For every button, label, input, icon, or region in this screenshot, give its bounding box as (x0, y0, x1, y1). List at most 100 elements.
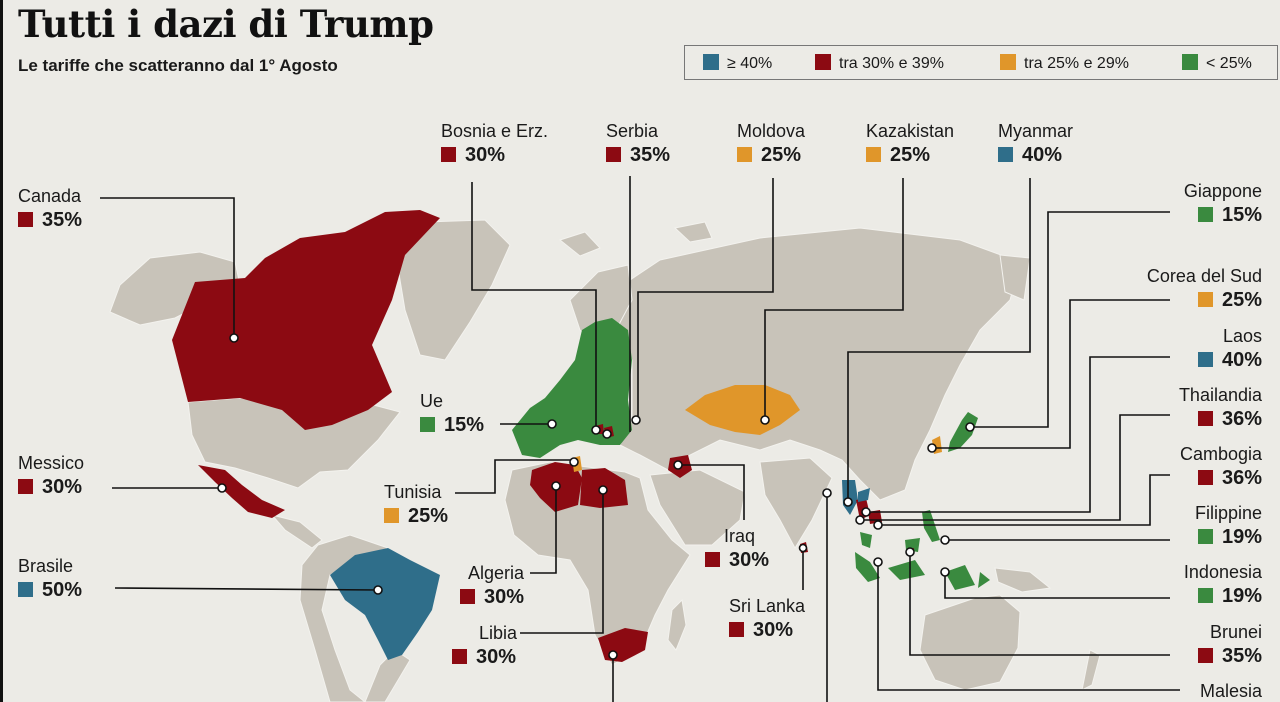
leader-bosnia (471, 182, 597, 430)
swatch-orange (1197, 292, 1213, 307)
swatch-green (420, 417, 435, 432)
land-arctic-islands-2 (673, 221, 713, 243)
rate-value: 40% (1221, 349, 1262, 371)
land-masses (109, 219, 1101, 702)
land-arabia (649, 469, 746, 546)
rate-value: 19% (1221, 526, 1262, 548)
swatch-orange (866, 147, 881, 162)
label-malesia: Malesia (1200, 680, 1262, 702)
dot-moldova (631, 415, 641, 425)
swatch-blue (1197, 352, 1213, 367)
land-new-zealand (1081, 649, 1101, 691)
legend: ≥ 40% tra 30% e 39% tra 25% e 29% < 25% (684, 45, 1278, 80)
country-rate: 15% (1184, 202, 1262, 228)
swatch-green (1197, 588, 1213, 603)
dot-indonesia (940, 567, 950, 577)
country-rate: 25% (866, 142, 954, 168)
rate-value: 30% (729, 549, 770, 571)
dot-tunisia (569, 457, 579, 467)
country-name: Cambogia (1179, 444, 1262, 464)
country-name: Bosnia e Erz. (441, 121, 549, 141)
label-srilanka: Sri Lanka 30% (729, 595, 805, 643)
country-rate: 19% (1184, 583, 1262, 609)
country-rate: 30% (452, 644, 517, 670)
legend-swatch-red (815, 54, 831, 70)
page-subtitle: Le tariffe che scatteranno dal 1° Agosto (18, 56, 338, 75)
leader-moldova (637, 178, 774, 420)
dot-cambogia (873, 520, 883, 530)
country-rate: 35% (1197, 643, 1262, 669)
country-name: Serbia (606, 121, 659, 141)
country-name: Tunisia (384, 482, 442, 502)
country-rate: 25% (737, 142, 805, 168)
country-name: Algeria (467, 563, 524, 583)
country-indonesia (855, 552, 990, 590)
country-rate: 35% (18, 207, 82, 233)
label-laos: Laos 40% (1197, 325, 1262, 373)
dot-brasile (373, 585, 383, 595)
leader-iraq (678, 464, 745, 520)
country-name: Indonesia (1183, 562, 1262, 582)
label-canada: Canada 35% (18, 185, 82, 233)
label-brunei: Brunei 35% (1197, 621, 1262, 669)
dot-libia (598, 485, 608, 495)
label-tunisia: Tunisia 25% (384, 481, 448, 529)
leader-tunisia (455, 459, 572, 494)
label-iraq: Iraq 30% (705, 525, 769, 573)
land-south-america-south (364, 649, 411, 702)
country-name: Brasile (18, 556, 74, 576)
label-indonesia: Indonesia 19% (1184, 561, 1262, 609)
rate-value: 25% (761, 144, 802, 166)
dot-brunei (905, 547, 915, 557)
country-name: Giappone (1183, 181, 1262, 201)
dot-malesia (873, 557, 883, 567)
leader-thailandia (860, 414, 1170, 521)
country-giappone (948, 412, 978, 452)
label-moldova: Moldova 25% (737, 120, 805, 168)
rate-value: 30% (753, 619, 794, 641)
dot-sudafrica (608, 650, 618, 660)
swatch-orange (737, 147, 752, 162)
country-rate: 36% (1179, 406, 1262, 432)
rate-value: 25% (1221, 289, 1262, 311)
land-new-guinea (994, 567, 1052, 593)
swatch-red (452, 649, 467, 664)
country-name: Iraq (724, 526, 756, 546)
swatch-red (606, 147, 621, 162)
rate-value: 30% (483, 586, 524, 608)
country-name: Moldova (737, 121, 806, 141)
leader-algeria (530, 486, 557, 574)
swatch-red (441, 147, 456, 162)
left-rule (0, 0, 3, 702)
country-rate: 30% (18, 474, 84, 500)
leader-canada (100, 197, 235, 338)
label-brasile: Brasile 50% (18, 555, 82, 603)
dot-giappone (965, 422, 975, 432)
dot-laos (861, 507, 871, 517)
country-name: Filippine (1194, 503, 1262, 523)
country-name: Sri Lanka (729, 596, 806, 616)
country-filippine (922, 510, 940, 542)
rate-value: 25% (408, 505, 449, 527)
label-thailandia: Thailandia 36% (1179, 384, 1262, 432)
rate-value: 36% (1221, 467, 1262, 489)
swatch-red (729, 622, 744, 637)
legend-item-30-39: tra 30% e 39% (815, 54, 944, 73)
page-title: Tutti i dazi di Trump (18, 2, 434, 46)
country-rate: 25% (1147, 287, 1262, 313)
legend-item-25-29: tra 25% e 29% (1000, 54, 1129, 73)
legend-item-lt25: < 25% (1182, 54, 1252, 73)
dot-serbia (602, 429, 612, 439)
rate-value: 15% (1221, 204, 1262, 226)
legend-label: tra 25% e 29% (1024, 55, 1129, 72)
swatch-red (18, 212, 33, 227)
country-rate: 40% (1197, 347, 1262, 373)
legend-label: ≥ 40% (727, 55, 773, 72)
dot-srilanka (798, 543, 808, 553)
swatch-blue (998, 147, 1013, 162)
leader-kazakistan (764, 178, 904, 420)
leader-brasile (114, 587, 379, 591)
dot-myanmar (843, 497, 853, 507)
rate-value: 15% (444, 414, 485, 436)
